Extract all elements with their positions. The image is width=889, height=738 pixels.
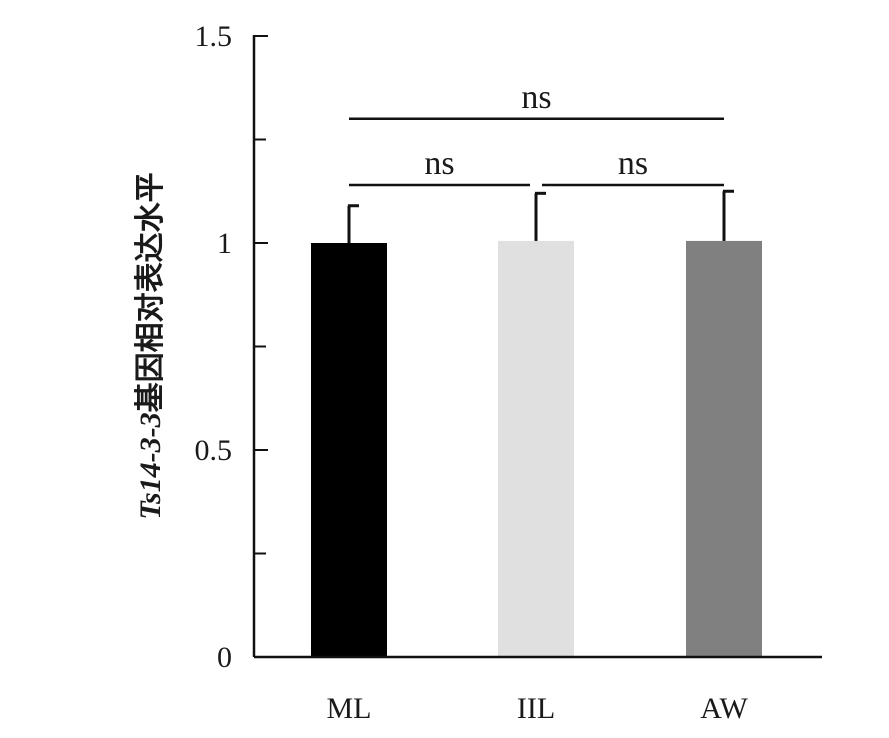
x-tick-label-ml: ML (327, 692, 372, 725)
svg-text:Ts14-3-3基因相对表达水平: Ts14-3-3基因相对表达水平 (134, 172, 167, 519)
y-tick-label-1: 1 (217, 227, 232, 260)
significance-label-ml-iil: ns (424, 145, 454, 182)
y-axis-label-plain: 基因相对表达水平 (134, 172, 167, 412)
significance-label-iil-aw: ns (618, 145, 648, 182)
x-tick-label-iil: IIL (517, 692, 555, 725)
y-tick-label-0: 0 (217, 641, 232, 674)
y-tick-label-1.5: 1.5 (195, 20, 233, 53)
y-axis-label-italic: Ts14-3-3 (134, 412, 167, 519)
bar-ml (311, 243, 387, 657)
bar-aw (686, 240, 762, 657)
y-tick-label-0.5: 0.5 (195, 434, 233, 467)
bar-iil (498, 240, 574, 657)
significance-label-ml-aw: ns (521, 79, 551, 116)
y-axis-label: Ts14-3-3基因相对表达水平 (134, 172, 167, 519)
x-tick-label-aw: AW (700, 692, 748, 725)
plot-area: 0 0.5 1 1.5 ML IIL AW ns ns ns (195, 20, 822, 725)
